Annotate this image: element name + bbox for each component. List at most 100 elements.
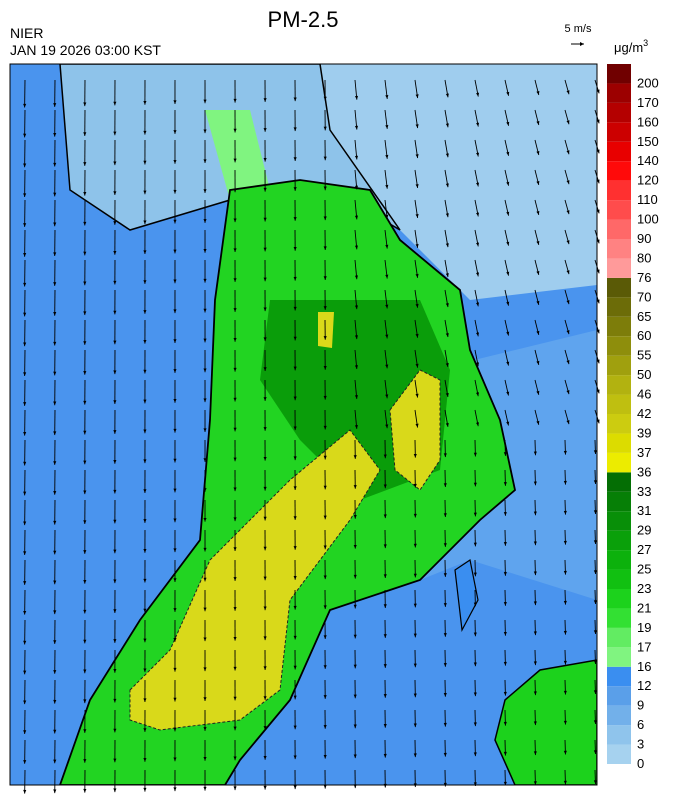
wind-arrowhead bbox=[173, 727, 177, 732]
wind-arrowhead bbox=[203, 278, 207, 283]
wind-arrowhead bbox=[353, 664, 357, 669]
wind-arrowhead bbox=[383, 753, 387, 758]
wind-arrowhead bbox=[503, 572, 507, 576]
wind-arrowhead bbox=[293, 635, 297, 640]
wind-arrowhead bbox=[203, 637, 207, 642]
wind-arrowhead bbox=[113, 370, 117, 375]
wind-arrowhead bbox=[563, 540, 567, 545]
wind-arrowhead bbox=[293, 396, 297, 401]
colorbar-swatch bbox=[607, 705, 631, 726]
wind-arrowhead bbox=[113, 788, 117, 793]
colorbar-swatch bbox=[607, 491, 631, 512]
wind-arrowhead bbox=[385, 244, 389, 249]
wind-arrowhead bbox=[533, 511, 537, 516]
wind-arrowhead bbox=[23, 789, 27, 794]
wind-arrowhead bbox=[263, 486, 267, 491]
colorbar-swatch bbox=[607, 200, 631, 220]
wind-arrowhead bbox=[83, 221, 87, 226]
wind-arrowhead bbox=[113, 489, 117, 494]
colorbar-label: 3 bbox=[637, 737, 644, 752]
wind-arrowhead bbox=[143, 250, 147, 255]
wind-arrowhead bbox=[533, 571, 537, 576]
wind-arrowhead bbox=[533, 751, 537, 756]
wind-arrowhead bbox=[323, 605, 327, 610]
wind-arrowhead bbox=[263, 337, 267, 342]
wind-arrowhead bbox=[323, 754, 327, 759]
colorbar-label: 76 bbox=[637, 270, 651, 285]
wind-arrowhead bbox=[23, 581, 27, 585]
wind-arrowhead bbox=[53, 222, 57, 227]
wind-arrowhead bbox=[203, 786, 207, 791]
wind-arrowhead bbox=[173, 697, 177, 702]
wind-arrowhead bbox=[53, 252, 57, 257]
colorbar-swatch bbox=[607, 686, 631, 706]
wind-arrowhead bbox=[53, 461, 57, 465]
wind-arrowhead bbox=[233, 367, 237, 372]
wind-arrowhead bbox=[563, 690, 567, 695]
wind-arrowhead bbox=[173, 488, 177, 493]
wind-arrowhead bbox=[233, 427, 237, 432]
wind-arrowhead bbox=[203, 338, 207, 343]
wind-arrowhead bbox=[443, 513, 447, 517]
wind-arrowhead bbox=[203, 368, 207, 373]
unit-base: μg/m bbox=[614, 40, 643, 55]
wind-arrowhead bbox=[113, 101, 117, 106]
wind-arrowhead bbox=[533, 541, 537, 546]
map bbox=[9, 63, 600, 794]
wind-arrowhead bbox=[353, 574, 357, 579]
wind-arrowhead bbox=[415, 124, 419, 129]
wind-arrowhead bbox=[53, 699, 57, 704]
wind-arrowhead bbox=[473, 632, 477, 637]
wind-arrowhead bbox=[353, 754, 357, 759]
wind-arrowhead bbox=[473, 752, 477, 757]
wind-arrowhead bbox=[293, 486, 297, 490]
wind-arrowhead bbox=[83, 520, 87, 524]
colorbar-swatch bbox=[607, 258, 631, 278]
wind-arrowhead bbox=[536, 360, 540, 365]
colorbar-swatch bbox=[607, 375, 631, 395]
colorbar-label: 140 bbox=[637, 153, 659, 168]
wind-arrowhead bbox=[23, 461, 27, 466]
wind-arrowhead bbox=[536, 270, 540, 275]
wind-arrowhead bbox=[323, 575, 327, 580]
wind-arrowhead bbox=[415, 393, 419, 398]
wind-arrowhead bbox=[53, 341, 57, 346]
wind-arrowhead bbox=[445, 183, 449, 188]
wind-arrowhead bbox=[323, 425, 327, 430]
wind-arrowhead bbox=[143, 310, 147, 314]
wind-arrowhead bbox=[354, 125, 359, 130]
wind-arrowhead bbox=[353, 724, 357, 729]
wind-arrowhead bbox=[233, 756, 237, 761]
wind-arrowhead bbox=[413, 573, 417, 578]
wind-arrowhead bbox=[143, 280, 147, 284]
wind-arrowhead bbox=[566, 240, 570, 245]
wind-arrowhead bbox=[173, 638, 177, 642]
wind-arrowhead bbox=[383, 484, 387, 489]
wind-arrowhead bbox=[536, 91, 540, 95]
wind-arrowhead bbox=[476, 242, 480, 247]
wind-arrowhead bbox=[563, 480, 567, 485]
wind-arrowhead bbox=[263, 247, 267, 252]
colorbar-label: 36 bbox=[637, 464, 651, 479]
wind-arrowhead bbox=[353, 634, 357, 639]
wind-arrowhead bbox=[563, 450, 567, 455]
wind-arrowhead bbox=[323, 485, 327, 490]
wind-arrowhead bbox=[413, 633, 417, 638]
wind-arrowhead bbox=[143, 698, 147, 703]
wind-arrowhead bbox=[83, 400, 87, 405]
wind-arrowhead bbox=[233, 577, 237, 581]
wind-arrowhead bbox=[473, 572, 477, 577]
wind-arrowhead bbox=[383, 783, 387, 788]
wind-arrowhead bbox=[353, 544, 357, 549]
wind-arrowhead bbox=[143, 638, 147, 643]
wind-arrowhead bbox=[263, 307, 267, 312]
wind-arrowhead bbox=[476, 212, 480, 217]
wind-arrowhead bbox=[563, 630, 567, 635]
wind-arrowhead bbox=[23, 193, 27, 198]
wind-arrowhead bbox=[566, 120, 570, 125]
wind-arrowhead bbox=[503, 781, 507, 786]
wind-arrowhead bbox=[203, 577, 207, 582]
wind-arrowhead bbox=[23, 163, 27, 168]
wind-arrowhead bbox=[383, 634, 387, 638]
colorbar-swatch bbox=[607, 530, 631, 551]
